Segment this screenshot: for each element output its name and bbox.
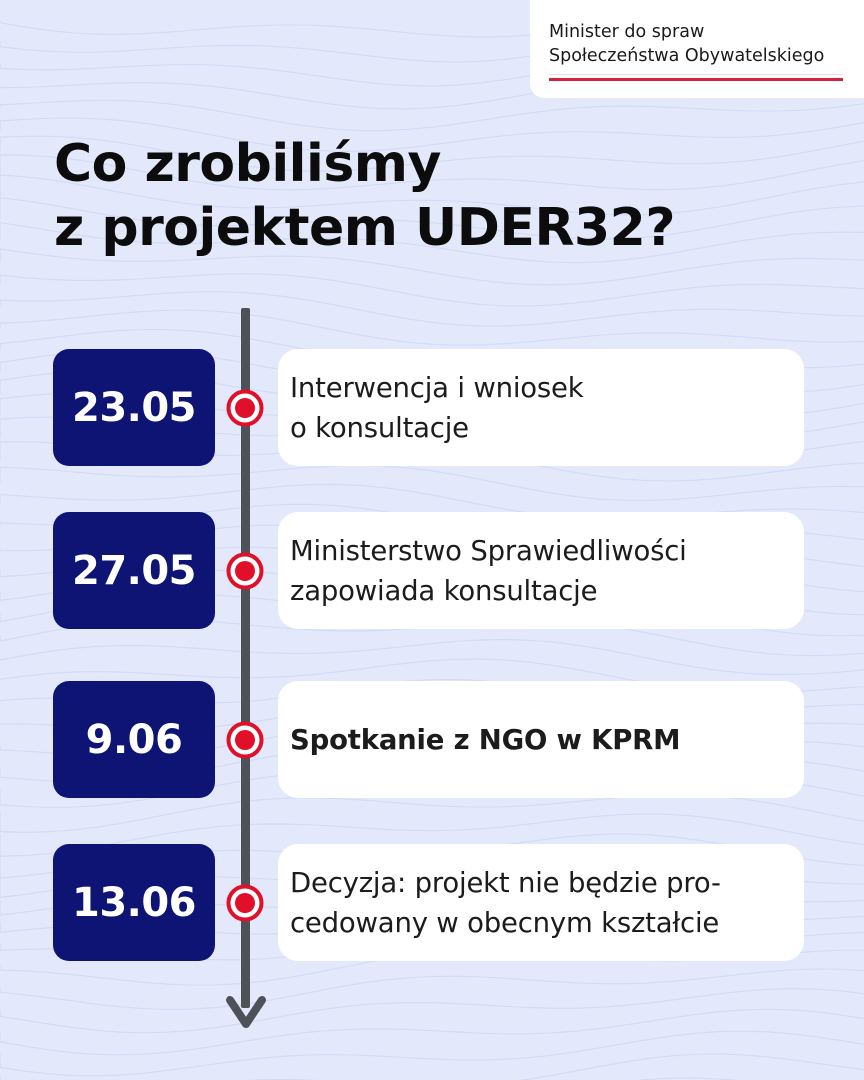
timeline-event-line: cedowany w obecnym kształcie bbox=[290, 906, 720, 939]
timeline-event-card: Interwencja i wniosek o konsultacje bbox=[278, 349, 804, 466]
timeline-event-line: Spotkanie z NGO w KPRM bbox=[290, 723, 681, 756]
timeline-event-text: Ministerstwo Sprawiedliwości zapowiada ko… bbox=[290, 531, 687, 611]
flag-red-stripe bbox=[549, 78, 843, 81]
page-title: Co zrobiliśmy z projektem UDER32? bbox=[54, 132, 676, 260]
timeline-event-line: Ministerstwo Sprawiedliwości bbox=[290, 534, 687, 567]
timeline-event-line: o konsultacje bbox=[290, 411, 469, 444]
ministry-name-line2: Społeczeństwa Obywatelskiego bbox=[549, 46, 825, 66]
timeline-date-badge: 27.05 bbox=[53, 512, 215, 629]
ministry-logo: Minister do spraw Społeczeństwa Obywatel… bbox=[530, 0, 864, 98]
timeline-event-text: Decyzja: projekt nie będzie pro-cedowany… bbox=[290, 863, 721, 943]
timeline-event-line: Interwencja i wniosek bbox=[290, 371, 584, 404]
flag-white-stripe bbox=[549, 74, 843, 78]
timeline-axis bbox=[241, 308, 250, 1008]
timeline-date-badge: 9.06 bbox=[53, 681, 215, 798]
timeline-event-line: zapowiada konsultacje bbox=[290, 574, 598, 607]
page-title-line2: z projektem UDER32? bbox=[54, 198, 676, 258]
timeline-event-text: Spotkanie z NGO w KPRM bbox=[290, 720, 681, 760]
timeline-dot-icon bbox=[226, 389, 264, 426]
polish-flag-stripe bbox=[549, 74, 843, 81]
timeline-dot-icon bbox=[226, 884, 264, 921]
timeline-dot-icon bbox=[226, 721, 264, 758]
timeline-event-card: Ministerstwo Sprawiedliwości zapowiada ko… bbox=[278, 512, 804, 629]
ministry-name-line1: Minister do spraw bbox=[549, 22, 705, 42]
timeline-date-badge: 23.05 bbox=[53, 349, 215, 466]
timeline-event-card: Spotkanie z NGO w KPRM bbox=[278, 681, 804, 798]
timeline-event-line: Decyzja: projekt nie będzie pro- bbox=[290, 866, 721, 899]
timeline-event-text: Interwencja i wniosek o konsultacje bbox=[290, 368, 584, 448]
timeline-dot-icon bbox=[226, 552, 264, 589]
timeline-event-card: Decyzja: projekt nie będzie pro-cedowany… bbox=[278, 844, 804, 961]
page-title-line1: Co zrobiliśmy bbox=[54, 134, 441, 194]
timeline-date-badge: 13.06 bbox=[53, 844, 215, 961]
arrow-down-icon bbox=[226, 996, 266, 1028]
